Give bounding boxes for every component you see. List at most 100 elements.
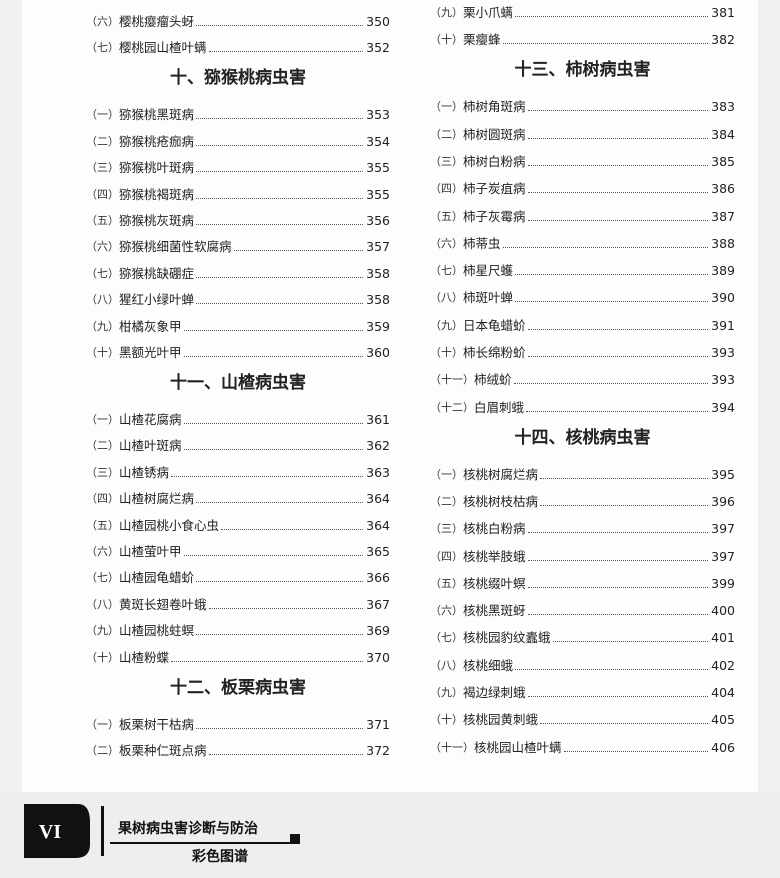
leader xyxy=(527,696,709,697)
entry-title: 核桃园豹纹蠹蛾 xyxy=(463,630,551,646)
toc-entry: （八） 核桃细蛾 402 xyxy=(430,657,735,675)
entry-number: （十） xyxy=(430,33,463,47)
page-number: 402 xyxy=(711,657,735,673)
entry-title: 山楂树腐烂病 xyxy=(119,491,195,507)
toc-entry: （十） 柿长绵粉蚧 393 xyxy=(430,344,735,362)
entry-number: （七） xyxy=(430,264,463,278)
toc-entry: （一） 板栗树干枯病 371 xyxy=(86,716,390,734)
entry-title: 核桃细蛾 xyxy=(463,657,514,673)
page-number: 363 xyxy=(366,464,390,480)
book-title: 果树病虫害诊断与防治 xyxy=(117,820,258,837)
page-number: 381 xyxy=(711,5,735,20)
entry-number: （十一） xyxy=(430,373,474,387)
entry-title: 樱桃瘿瘤头蚜 xyxy=(119,14,195,29)
leader xyxy=(552,641,709,643)
entry-number: （九） xyxy=(86,319,119,333)
entry-title: 山楂锈病 xyxy=(119,464,170,480)
leader xyxy=(527,164,709,166)
entry-number: （十） xyxy=(430,346,463,359)
entry-title: 山楂萤叶甲 xyxy=(119,544,182,559)
toc-entry: （九） 柑橘灰象甲 359 xyxy=(86,318,390,336)
toc-entry: （二） 柿树圆斑病 384 xyxy=(430,126,735,144)
page-number: 400 xyxy=(711,603,735,619)
page-number: 386 xyxy=(711,181,735,197)
entry-title: 柿蒂虫 xyxy=(463,235,501,251)
rule xyxy=(110,842,296,844)
leader xyxy=(208,51,364,53)
toc-entry: （五） 猕猴桃灰斑病 356 xyxy=(86,212,390,230)
entry-number: （五） xyxy=(86,214,119,227)
entry-number: （一） xyxy=(86,108,119,122)
entry-title: 猕猴桃灰斑病 xyxy=(119,213,195,228)
leader xyxy=(183,356,364,357)
entry-title: 山楂园桃蛀螟 xyxy=(119,623,195,639)
toc-entry: （九） 褐边绿刺蛾 404 xyxy=(430,684,735,702)
page-number: VI xyxy=(39,821,61,843)
entry-number: （六） xyxy=(86,15,119,28)
toc-entry: （八） 柿斑叶蝉 390 xyxy=(430,289,735,307)
section-heading: 十二、板栗病虫害 xyxy=(170,677,306,698)
page-number: 350 xyxy=(366,14,390,29)
page-number: 390 xyxy=(711,290,735,306)
leader xyxy=(171,475,364,477)
entry-number: （九） xyxy=(86,624,119,638)
entry-title: 板栗种仁斑点病 xyxy=(119,743,207,758)
toc-entry: （二） 核桃树枝枯病 396 xyxy=(430,493,735,511)
page-number: 357 xyxy=(366,239,390,255)
entry-number: （三） xyxy=(430,522,463,536)
entry-title: 栗小爪螨 xyxy=(463,5,514,20)
entry-number: （一） xyxy=(86,717,119,731)
entry-number: （一） xyxy=(86,413,119,426)
divider xyxy=(101,806,104,856)
page-number: 371 xyxy=(366,716,390,732)
entry-number: （六） xyxy=(430,236,463,250)
leader xyxy=(526,410,709,412)
section-heading: 十一、山楂病虫害 xyxy=(170,373,306,393)
entry-title: 柿绒蚧 xyxy=(474,372,512,388)
leader xyxy=(502,246,709,248)
entry-title: 柑橘灰象甲 xyxy=(119,318,182,334)
toc-entry: （六） 山楂萤叶甲 365 xyxy=(86,543,390,561)
leader xyxy=(515,301,709,303)
entry-number: （二） xyxy=(86,744,119,757)
page-number: 355 xyxy=(366,186,390,202)
page-number: 354 xyxy=(366,133,390,149)
leader xyxy=(183,423,364,424)
entry-title: 柿树角斑病 xyxy=(463,99,526,115)
leader xyxy=(196,727,364,729)
leader xyxy=(233,250,364,252)
page-number: 364 xyxy=(366,517,390,533)
page-number: 397 xyxy=(711,548,735,564)
entry-number: （六） xyxy=(430,604,463,618)
entry-number: （十） xyxy=(430,713,463,727)
page-badge xyxy=(24,804,90,858)
entry-title: 栗瘿蜂 xyxy=(463,32,501,48)
leader xyxy=(196,502,364,504)
toc-entry: （十） 栗瘿蜂 382 xyxy=(430,31,735,49)
entry-number: （五） xyxy=(430,209,463,223)
entry-title: 黑额光叶甲 xyxy=(119,345,182,360)
page-number: 385 xyxy=(711,153,735,169)
toc-entry: （一） 猕猴桃黑斑病 353 xyxy=(86,106,390,124)
page-number: 353 xyxy=(366,107,390,123)
entry-number: （七） xyxy=(430,631,463,645)
entry-title: 猕猴桃黑斑病 xyxy=(119,107,195,123)
entry-title: 核桃缀叶螟 xyxy=(463,575,526,591)
toc-entry: （三） 核桃白粉病 397 xyxy=(430,520,735,538)
leader xyxy=(171,660,364,662)
entry-title: 核桃园黄刺蛾 xyxy=(463,712,539,728)
footer-graphics: VI 果树病虫害诊断与防治 彩色图谱 xyxy=(24,804,300,865)
page-number: 388 xyxy=(711,235,735,251)
leader xyxy=(563,750,709,752)
leader xyxy=(221,528,364,530)
entry-title: 猕猴桃细菌性软腐病 xyxy=(119,239,232,255)
toc-entry: （七） 猕猴桃缺硼症 358 xyxy=(86,265,390,283)
toc-entry: （八） 猩红小绿叶蝉 358 xyxy=(86,291,390,309)
page-number: 367 xyxy=(366,596,390,612)
toc-entry: （十一） 核桃园山楂叶螨 406 xyxy=(430,739,735,757)
entry-number: （五） xyxy=(86,518,119,532)
leader xyxy=(502,43,709,45)
entry-number: （二） xyxy=(430,127,463,141)
entry-title: 核桃树腐烂病 xyxy=(463,466,539,482)
toc-entry: （七） 山楂园龟蜡蚧 366 xyxy=(86,569,390,587)
